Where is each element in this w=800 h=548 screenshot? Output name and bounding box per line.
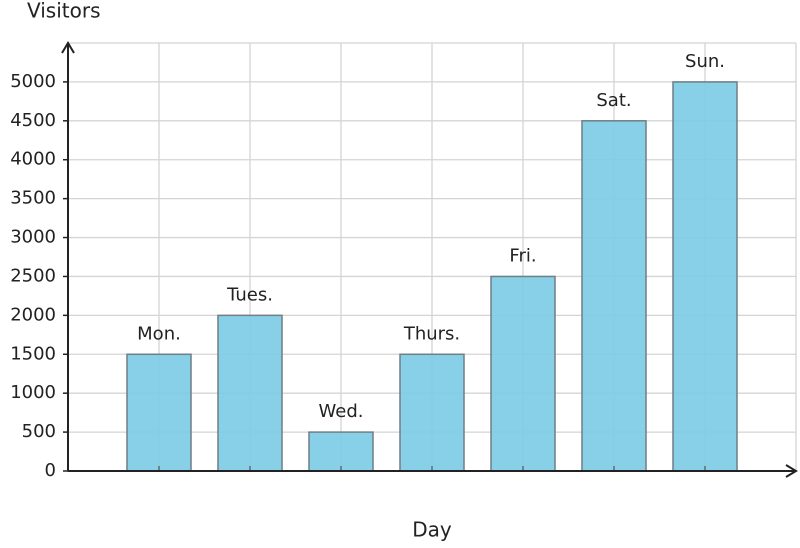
- y-axis-label: Visitors: [27, 0, 101, 23]
- y-axis-arrow: [61, 41, 75, 54]
- y-tick-label: 0: [45, 460, 56, 481]
- y-tick-label: 2000: [10, 304, 56, 325]
- x-tick-label: Tues.: [226, 284, 273, 305]
- x-tick-label: Thurs.: [403, 323, 460, 344]
- x-tick-label: Sat.: [596, 90, 631, 111]
- y-tick-label: 4500: [10, 110, 56, 131]
- y-tick-label: 4000: [10, 149, 56, 170]
- y-tick-label: 3500: [10, 188, 56, 209]
- x-axis-label: Day: [412, 518, 452, 542]
- x-axis-arrow: [785, 464, 798, 478]
- y-tick-label: 5000: [10, 71, 56, 92]
- bar: [672, 81, 738, 472]
- x-tick-label: Wed.: [319, 401, 364, 422]
- bar: [581, 120, 647, 472]
- y-tick-label: 500: [22, 421, 56, 442]
- bar: [126, 353, 192, 472]
- x-tick-label: Mon.: [137, 323, 181, 344]
- bar: [308, 431, 374, 472]
- bar: [399, 353, 465, 472]
- y-tick-label: 1000: [10, 382, 56, 403]
- y-tick-label: 2500: [10, 265, 56, 286]
- x-tick-label: Fri.: [509, 245, 536, 266]
- bar: [490, 275, 556, 472]
- y-tick-label: 3000: [10, 227, 56, 248]
- bar: [217, 314, 283, 472]
- x-tick-label: Sun.: [685, 51, 725, 72]
- y-tick-label: 1500: [10, 343, 56, 364]
